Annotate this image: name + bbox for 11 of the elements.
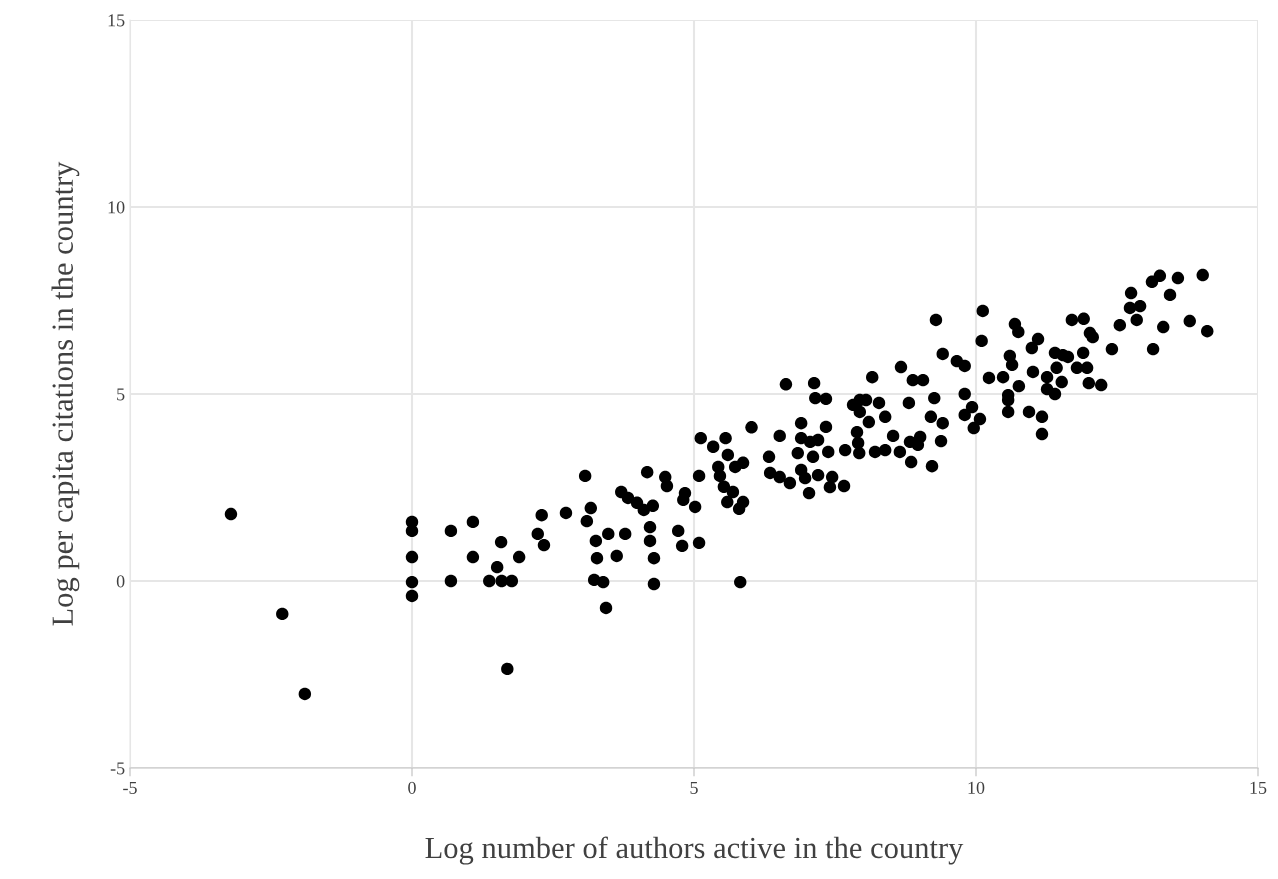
y-tick-label: 15 [108, 14, 125, 27]
x-tick-label: 0 [408, 781, 416, 794]
x-axis-title: Log number of authors active in the country [425, 836, 964, 865]
x-tick-label: 10 [968, 781, 985, 794]
y-tick-label: 0 [116, 575, 125, 588]
y-tick-label: -5 [110, 762, 125, 775]
y-axis-title: Log per capita citations in the country [51, 161, 80, 626]
y-tick-label: 10 [108, 201, 125, 214]
x-tick-label: 15 [1250, 781, 1267, 794]
y-tick-label: 5 [117, 388, 125, 401]
x-tick-label: 5 [690, 781, 698, 794]
